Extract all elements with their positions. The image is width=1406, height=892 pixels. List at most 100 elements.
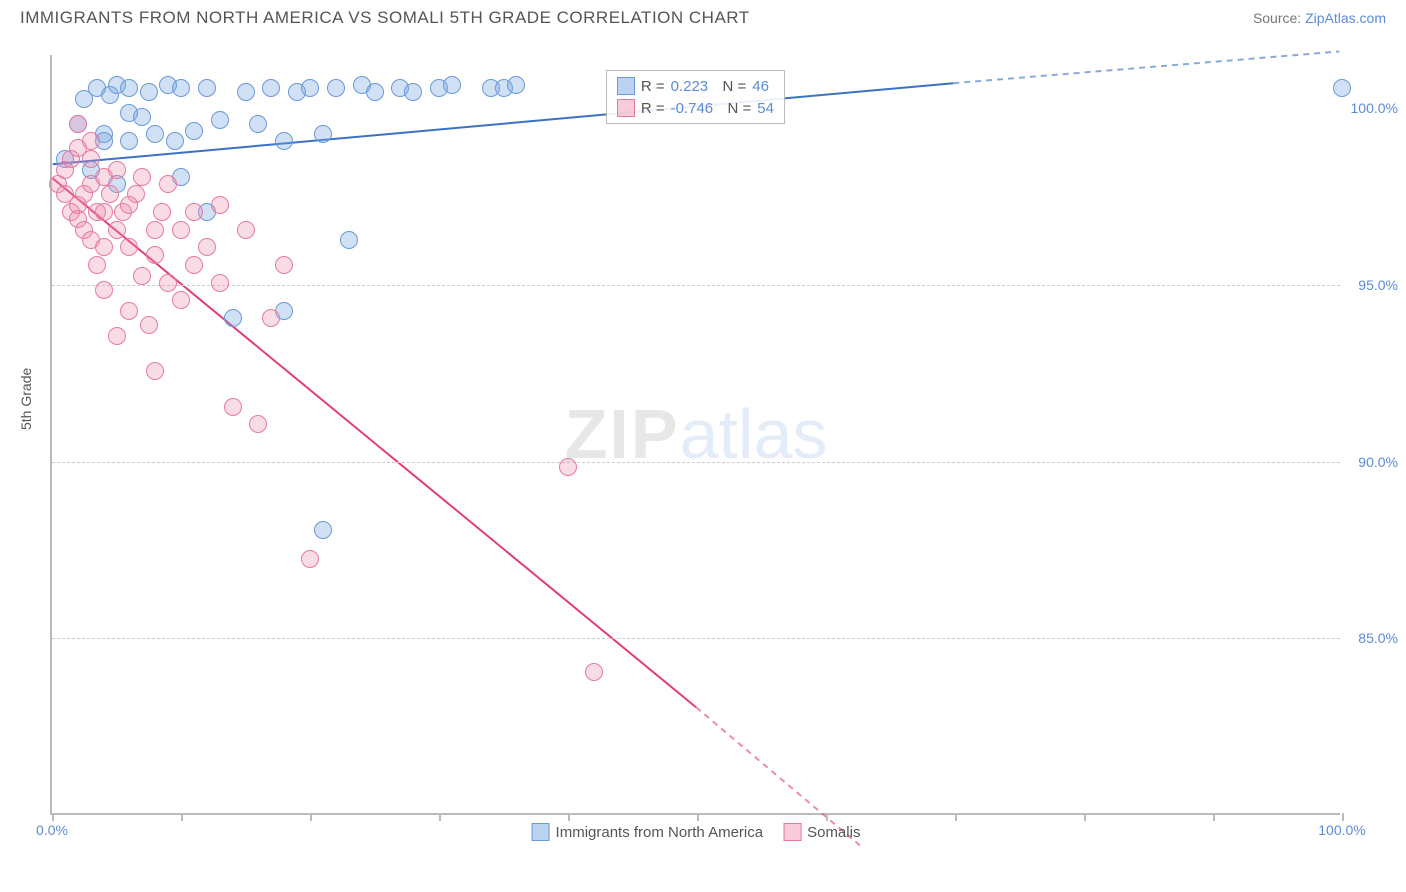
- stat-n-label: N =: [714, 78, 746, 95]
- data-point: [146, 246, 164, 264]
- data-point: [133, 168, 151, 186]
- x-tick-label: 100.0%: [1318, 822, 1365, 838]
- x-tick: [310, 813, 312, 821]
- legend-swatch: [617, 99, 635, 117]
- legend-label: Somalis: [807, 824, 860, 841]
- x-tick-label: 0.0%: [36, 822, 68, 838]
- x-tick: [568, 813, 570, 821]
- data-point: [146, 125, 164, 143]
- x-tick: [1213, 813, 1215, 821]
- gridline: [52, 638, 1340, 639]
- x-tick: [1342, 813, 1344, 821]
- stats-legend-row: R = -0.746 N = 54: [617, 97, 774, 119]
- data-point: [172, 221, 190, 239]
- data-point: [198, 79, 216, 97]
- stat-r-value: -0.746: [671, 100, 714, 117]
- data-point: [146, 362, 164, 380]
- data-point: [404, 83, 422, 101]
- x-tick: [439, 813, 441, 821]
- stat-r-value: 0.223: [671, 78, 709, 95]
- data-point: [340, 231, 358, 249]
- data-point: [172, 291, 190, 309]
- x-tick: [697, 813, 699, 821]
- data-point: [108, 327, 126, 345]
- stat-r-label: R =: [641, 78, 665, 95]
- scatter-chart: ZIPatlas R = 0.223 N = 46R = -0.746 N = …: [50, 55, 1340, 815]
- data-point: [88, 256, 106, 274]
- data-point: [249, 115, 267, 133]
- legend-swatch: [617, 77, 635, 95]
- data-point: [301, 550, 319, 568]
- data-point: [443, 76, 461, 94]
- data-point: [95, 238, 113, 256]
- legend-item: Immigrants from North America: [532, 823, 764, 841]
- data-point: [224, 309, 242, 327]
- data-point: [172, 79, 190, 97]
- data-point: [120, 196, 138, 214]
- y-tick-label: 95.0%: [1358, 277, 1398, 293]
- data-point: [237, 221, 255, 239]
- data-point: [185, 203, 203, 221]
- data-point: [314, 125, 332, 143]
- data-point: [120, 79, 138, 97]
- data-point: [224, 398, 242, 416]
- data-point: [140, 83, 158, 101]
- data-point: [275, 256, 293, 274]
- data-point: [211, 111, 229, 129]
- gridline: [52, 285, 1340, 286]
- x-tick: [52, 813, 54, 821]
- y-tick-label: 85.0%: [1358, 630, 1398, 646]
- x-tick: [1084, 813, 1086, 821]
- data-point: [120, 302, 138, 320]
- data-point: [95, 281, 113, 299]
- data-point: [159, 274, 177, 292]
- data-point: [262, 79, 280, 97]
- y-axis-label: 5th Grade: [18, 368, 34, 430]
- stat-n-value: 54: [757, 100, 774, 117]
- legend-label: Immigrants from North America: [556, 824, 764, 841]
- data-point: [366, 83, 384, 101]
- source-label: Source:: [1253, 10, 1301, 26]
- data-point: [120, 104, 138, 122]
- data-point: [559, 458, 577, 476]
- data-point: [262, 309, 280, 327]
- legend-swatch: [532, 823, 550, 841]
- stat-r-label: R =: [641, 100, 665, 117]
- data-point: [82, 150, 100, 168]
- legend-item: Somalis: [783, 823, 860, 841]
- data-point: [327, 79, 345, 97]
- data-point: [159, 175, 177, 193]
- stat-n-value: 46: [752, 78, 769, 95]
- series-legend: Immigrants from North America Somalis: [532, 823, 861, 841]
- stats-legend-row: R = 0.223 N = 46: [617, 75, 774, 97]
- source-attribution: Source: ZipAtlas.com: [1253, 10, 1386, 26]
- data-point: [95, 203, 113, 221]
- data-point: [101, 185, 119, 203]
- data-point: [185, 256, 203, 274]
- data-point: [153, 203, 171, 221]
- data-point: [585, 663, 603, 681]
- data-point: [211, 274, 229, 292]
- stats-legend: R = 0.223 N = 46R = -0.746 N = 54: [606, 70, 785, 124]
- y-tick-label: 90.0%: [1358, 454, 1398, 470]
- source-link[interactable]: ZipAtlas.com: [1305, 10, 1386, 26]
- data-point: [507, 76, 525, 94]
- data-point: [69, 115, 87, 133]
- y-tick-label: 100.0%: [1351, 100, 1398, 116]
- data-point: [185, 122, 203, 140]
- data-point: [301, 79, 319, 97]
- x-tick: [181, 813, 183, 821]
- data-point: [146, 221, 164, 239]
- stat-n-label: N =: [719, 100, 751, 117]
- data-point: [108, 221, 126, 239]
- data-point: [133, 267, 151, 285]
- x-tick: [955, 813, 957, 821]
- data-point: [249, 415, 267, 433]
- data-point: [120, 238, 138, 256]
- chart-title: IMMIGRANTS FROM NORTH AMERICA VS SOMALI …: [20, 8, 750, 28]
- data-point: [120, 132, 138, 150]
- gridline: [52, 462, 1340, 463]
- data-point: [275, 132, 293, 150]
- data-point: [108, 161, 126, 179]
- data-point: [237, 83, 255, 101]
